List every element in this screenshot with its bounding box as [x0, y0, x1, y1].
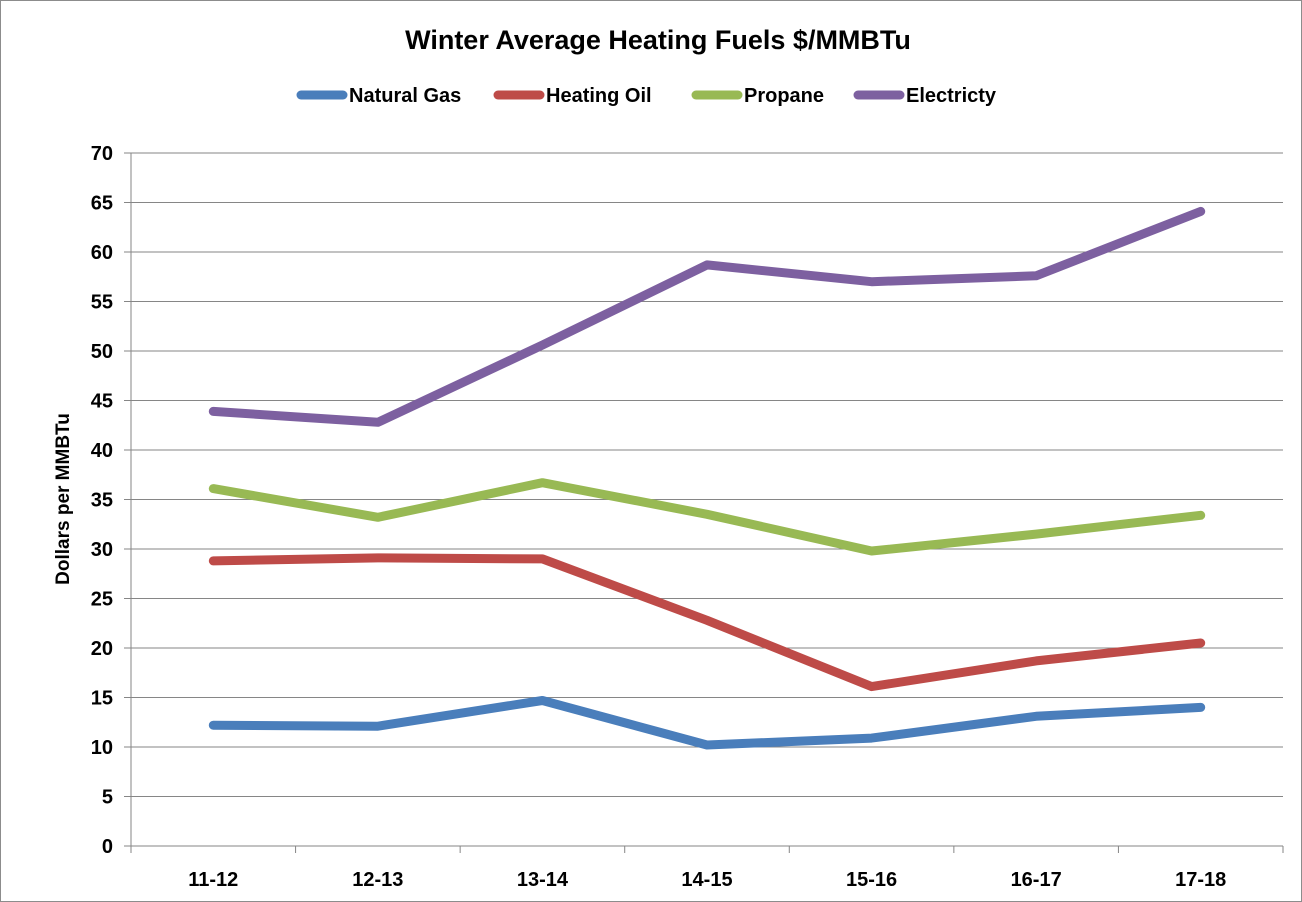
- legend-label-natural-gas: Natural Gas: [349, 85, 461, 107]
- y-tick-label: 20: [91, 638, 113, 660]
- x-axis-ticks: 11-12 12-13 13-14 14-15 15-16 16-17 17-18: [130, 846, 1284, 891]
- y-tick-label: 35: [91, 490, 113, 512]
- y-tick-label: 55: [91, 292, 113, 314]
- series-lines: [208, 206, 1206, 750]
- gridlines: [131, 152, 1283, 797]
- x-tick-label: 17-18: [1175, 869, 1226, 891]
- x-tick-label: 16-17: [1011, 869, 1062, 891]
- x-tick-label: 14-15: [681, 869, 732, 891]
- y-tick-label: 10: [91, 737, 113, 759]
- x-tick-label: 12-13: [352, 869, 403, 891]
- y-tick-label: 65: [91, 193, 113, 215]
- y-axis-ticks: 0 5 10 15 20 25 30 35 40 45 50 55 60 65 70: [91, 143, 131, 858]
- x-tick-label: 11-12: [188, 869, 238, 891]
- chart-title: Winter Average Heating Fuels $/MMBTu: [405, 25, 911, 55]
- legend-label-heating-oil: Heating Oil: [546, 85, 652, 107]
- y-tick-label: 25: [91, 589, 113, 611]
- legend-label-electricty: Electricty: [906, 85, 997, 107]
- series-line-propane: [208, 478, 1206, 556]
- y-tick-label: 15: [91, 688, 113, 710]
- y-axis-label: Dollars per MMBTu: [53, 413, 74, 585]
- y-tick-label: 5: [102, 787, 113, 809]
- x-tick-label: 13-14: [517, 869, 569, 891]
- x-tick-label: 15-16: [846, 869, 897, 891]
- y-tick-label: 50: [91, 341, 113, 363]
- y-tick-label: 70: [91, 143, 113, 165]
- y-tick-label: 40: [91, 440, 113, 462]
- series-line-electricty: [208, 206, 1206, 427]
- y-tick-label: 60: [91, 242, 113, 264]
- series-line-heating-oil: [208, 553, 1206, 692]
- legend: Natural Gas Heating Oil Propane Electricty: [296, 85, 997, 107]
- y-tick-label: 45: [91, 391, 113, 413]
- y-tick-label: 30: [91, 539, 113, 561]
- legend-label-propane: Propane: [744, 85, 824, 107]
- y-tick-label: 0: [102, 836, 113, 858]
- series-line-natural-gas: [208, 696, 1206, 750]
